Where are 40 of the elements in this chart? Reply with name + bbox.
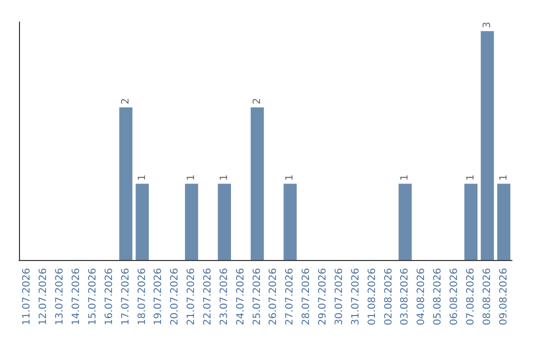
x-tick-label: 23.07.2026: [218, 268, 230, 326]
x-tick-label: 30.07.2026: [334, 268, 345, 326]
x-tick-label: 24.07.2026: [235, 268, 246, 326]
x-tick-label: 08.08.2026: [482, 268, 493, 326]
data-label: 2: [120, 98, 132, 104]
data-label: 1: [465, 174, 476, 181]
data-label: 1: [218, 174, 230, 181]
x-tick-label: 06.08.2026: [448, 268, 460, 326]
x-tick-label: 29.07.2026: [318, 268, 329, 326]
x-tick-label: 27.07.2026: [284, 268, 296, 326]
x-tick-label: 20.07.2026: [170, 268, 181, 326]
x-tick-label: 07.08.2026: [465, 268, 476, 326]
x-tick-label: 17.07.2026: [120, 268, 132, 326]
x-tick-label: 22.07.2026: [202, 268, 214, 326]
data-label: 1: [498, 174, 510, 181]
x-tick-label: 18.07.2026: [136, 268, 148, 326]
data-label: 1: [284, 174, 296, 181]
x-tick-label: 15.07.2026: [87, 268, 98, 326]
data-label: 3: [482, 22, 493, 28]
data-label: 1: [186, 174, 198, 181]
x-tick-label: 13.07.2026: [54, 268, 66, 326]
data-label: 1: [136, 174, 148, 181]
x-tick-label: 04.08.2026: [416, 268, 428, 326]
x-tick-label: 25.07.2026: [252, 268, 263, 326]
x-tick-label: 14.07.2026: [71, 268, 82, 326]
data-label: 1: [400, 174, 411, 181]
x-tick-label: 03.08.2026: [400, 268, 411, 326]
x-tick-label: 21.07.2026: [186, 268, 198, 326]
x-tick-label: 16.07.2026: [104, 268, 115, 326]
x-tick-label: 05.08.2026: [432, 268, 444, 326]
x-tick-label: 28.07.2026: [301, 268, 312, 326]
x-tick-label: 01.08.2026: [366, 268, 378, 326]
x-tick-label: 09.08.2026: [498, 268, 510, 326]
x-tick-label: 11.07.2026: [22, 268, 33, 326]
x-tick-label: 02.08.2026: [383, 268, 394, 326]
x-tick-label: 31.07.2026: [350, 268, 362, 326]
x-tick-label: 12.07.2026: [38, 268, 50, 326]
data-label: 2: [252, 98, 263, 104]
x-tick-label: 26.07.2026: [268, 268, 280, 326]
x-tick-label: 19.07.2026: [153, 268, 164, 326]
